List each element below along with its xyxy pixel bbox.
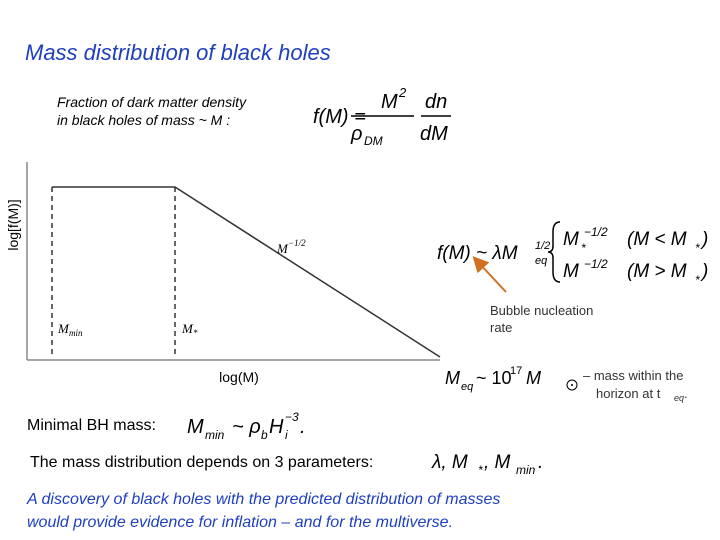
meq-note: – mass within the	[583, 368, 683, 383]
title: Mass distribution of black holes	[25, 40, 331, 65]
annotation-arrow	[472, 256, 507, 293]
formula-part: 1/2	[535, 240, 550, 252]
formula-part: f(M) =	[313, 106, 366, 128]
formula-part: −3	[285, 410, 299, 424]
plot-label: M	[181, 321, 194, 336]
parameters-formula: λ, M * , M min .	[431, 452, 543, 477]
y-axis-label: log[f(M)]	[5, 199, 21, 250]
formula-part: *	[695, 273, 700, 287]
conclusion-line: A discovery of black holes with the pred…	[26, 491, 500, 508]
formula-part: .	[300, 416, 306, 438]
formula-part: H	[269, 416, 284, 438]
formula-part: M	[526, 368, 541, 388]
brace	[547, 221, 561, 283]
formula-part: )	[700, 229, 708, 250]
x-axis-label: log(M)	[219, 369, 259, 385]
definition-formula: f(M) = M 2 ρ DM dn dM	[313, 85, 451, 148]
meq-note: eq	[674, 393, 684, 403]
formula-part: ~ 10	[476, 368, 512, 388]
annotation: rate	[490, 320, 512, 335]
formula-part: , M	[484, 452, 511, 473]
formula-part: (M < M	[627, 229, 687, 250]
formula-part: b	[261, 428, 268, 442]
conclusion-line: would provide evidence for inflation – a…	[27, 514, 453, 531]
annotation: Bubble nucleation	[490, 303, 593, 318]
definition-line: in black holes of mass ~ M :	[57, 112, 230, 128]
formula-part: ~ ρ	[232, 416, 261, 438]
formula-part: DM	[364, 134, 383, 148]
minimal-formula: M min ~ ρ b H i −3 .	[187, 410, 306, 442]
formula-part: 2	[398, 85, 407, 100]
formula-part: ρ	[350, 123, 362, 145]
formula-part: 17	[510, 365, 522, 377]
plot-label: min	[69, 328, 83, 338]
minimal-label: Minimal BH mass:	[27, 417, 156, 434]
meq-note: .	[684, 386, 688, 401]
formula-part: eq	[461, 381, 474, 393]
formula-part: λ, M	[431, 452, 468, 473]
plot-label: M	[276, 241, 289, 256]
parameters-label: The mass distribution depends on 3 param…	[30, 454, 373, 471]
sun-symbol-dot	[571, 384, 573, 386]
formula-part: *	[581, 241, 586, 255]
formula-part: (M > M	[627, 261, 687, 282]
formula-part: f(M) ~ λM	[437, 243, 518, 264]
formula-part: −1/2	[584, 257, 608, 271]
definition-line: Fraction of dark matter density	[57, 94, 247, 110]
formula-part: *	[478, 463, 483, 477]
formula-part: i	[285, 428, 288, 442]
formula-part: dn	[425, 91, 447, 113]
plot: log[f(M)] log(M) M min M * M −1/2	[5, 162, 441, 385]
plot-label: M	[57, 321, 70, 336]
formula-part: M	[445, 368, 460, 388]
plot-label: −1/2	[288, 238, 306, 248]
meq-note: horizon at t	[596, 386, 661, 401]
formula-part: min	[205, 428, 225, 442]
formula-part: *	[695, 241, 700, 255]
formula-part: M	[381, 91, 398, 113]
formula-part: eq	[535, 255, 548, 267]
meq-formula: M eq ~ 10 17 M	[445, 365, 578, 393]
formula-part: M	[563, 261, 579, 282]
formula-part: M	[187, 416, 204, 438]
formula-part: −1/2	[584, 225, 608, 239]
curve	[52, 186, 441, 358]
formula-part: )	[700, 261, 708, 282]
formula-part: .	[538, 452, 543, 473]
plot-label: *	[193, 328, 198, 338]
sun-symbol	[566, 379, 578, 391]
formula-part: min	[516, 463, 536, 477]
formula-part: M	[563, 229, 579, 250]
piecewise-formula: f(M) ~ λM 1/2 eq M * −1/2 (M < M * ) M −…	[437, 221, 708, 287]
formula-part: dM	[420, 123, 448, 145]
